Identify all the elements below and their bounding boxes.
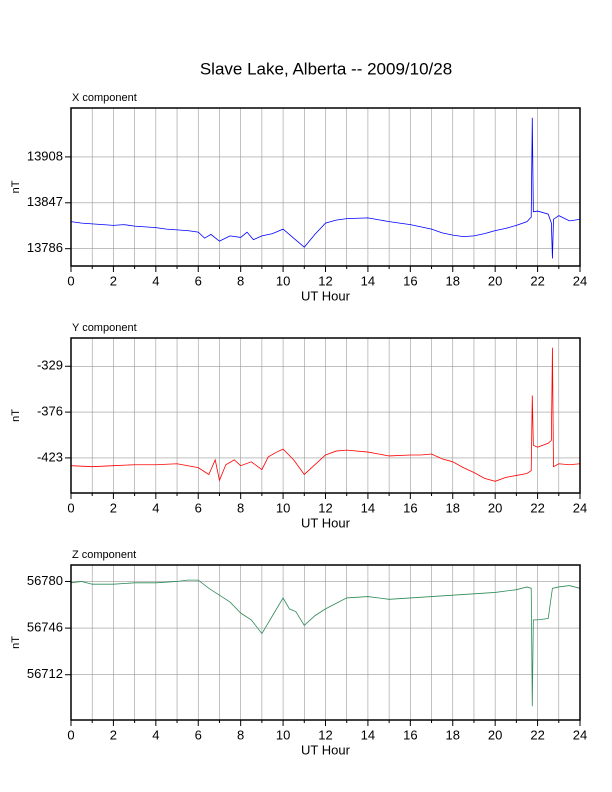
x-tick-label: 18 bbox=[446, 500, 460, 515]
y-tick-label: 56712 bbox=[27, 666, 63, 681]
x-tick-label: 16 bbox=[403, 500, 417, 515]
x-tick-label: 18 bbox=[446, 727, 460, 742]
x-tick-label: 6 bbox=[195, 727, 202, 742]
x-tick-label: 12 bbox=[318, 500, 332, 515]
x-tick-label: 4 bbox=[152, 727, 159, 742]
x-tick-label: 16 bbox=[403, 273, 417, 288]
x-tick-label: 8 bbox=[237, 727, 244, 742]
plot-frame bbox=[70, 107, 581, 267]
x-tick-label: 22 bbox=[530, 500, 544, 515]
x-tick-label: 24 bbox=[573, 727, 587, 742]
chart-title: Slave Lake, Alberta -- 2009/10/28 bbox=[200, 59, 452, 78]
x-tick-label: 10 bbox=[276, 727, 290, 742]
y-tick-label: -423 bbox=[37, 449, 63, 464]
panel-title: X component bbox=[72, 92, 137, 104]
x-tick-label: 12 bbox=[318, 727, 332, 742]
y-axis-label: nT bbox=[10, 409, 22, 422]
x-tick-label: 14 bbox=[361, 727, 375, 742]
x-tick-label: 0 bbox=[67, 500, 74, 515]
y-tick-label: 13786 bbox=[27, 240, 63, 255]
x-tick-label: 14 bbox=[361, 500, 375, 515]
y-tick-label: 13847 bbox=[27, 194, 63, 209]
x-tick-label: 22 bbox=[530, 727, 544, 742]
y-tick-label: 56780 bbox=[27, 573, 63, 588]
x-tick-label: 4 bbox=[152, 500, 159, 515]
data-line bbox=[70, 579, 581, 707]
data-line bbox=[70, 347, 581, 482]
x-tick-label: 6 bbox=[195, 273, 202, 288]
x-tick-label: 6 bbox=[195, 500, 202, 515]
panel-title: Z component bbox=[72, 549, 136, 561]
x-tick-label: 8 bbox=[237, 273, 244, 288]
x-tick-label: 24 bbox=[573, 500, 587, 515]
x-tick-label: 20 bbox=[488, 727, 502, 742]
x-tick-label: 20 bbox=[488, 273, 502, 288]
x-tick-label: 24 bbox=[573, 273, 587, 288]
x-tick-label: 18 bbox=[446, 273, 460, 288]
x-axis-label: UT Hour bbox=[301, 288, 351, 303]
x-axis-label: UT Hour bbox=[301, 742, 351, 757]
y-tick-label: -376 bbox=[37, 404, 63, 419]
y-tick-label: 13908 bbox=[27, 148, 63, 163]
x-tick-label: 16 bbox=[403, 727, 417, 742]
x-tick-label: 10 bbox=[276, 273, 290, 288]
x-tick-label: 14 bbox=[361, 273, 375, 288]
y-axis-label: nT bbox=[10, 180, 22, 193]
x-tick-label: 2 bbox=[110, 500, 117, 515]
y-axis-label: nT bbox=[10, 636, 22, 649]
y-tick-label: -329 bbox=[37, 358, 63, 373]
x-tick-label: 8 bbox=[237, 500, 244, 515]
plot-frame bbox=[70, 337, 581, 494]
data-line bbox=[70, 117, 581, 259]
x-tick-label: 0 bbox=[67, 273, 74, 288]
x-tick-label: 22 bbox=[530, 273, 544, 288]
x-tick-label: 4 bbox=[152, 273, 159, 288]
x-axis-label: UT Hour bbox=[301, 515, 351, 530]
x-tick-label: 10 bbox=[276, 500, 290, 515]
x-tick-label: 2 bbox=[110, 727, 117, 742]
x-tick-label: 0 bbox=[67, 727, 74, 742]
y-tick-label: 56746 bbox=[27, 620, 63, 635]
x-tick-label: 2 bbox=[110, 273, 117, 288]
panel-title: Y component bbox=[72, 322, 137, 334]
x-tick-label: 20 bbox=[488, 500, 502, 515]
x-tick-label: 12 bbox=[318, 273, 332, 288]
plot-frame bbox=[70, 564, 581, 721]
